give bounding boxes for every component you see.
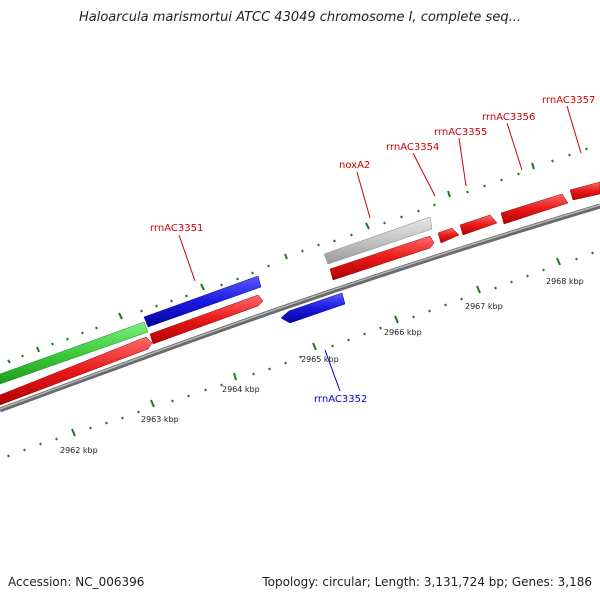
gene-label-rrnAC3356[interactable]: rrnAC3356 [482,112,535,123]
gene-label-noxA2[interactable]: noxA2 [339,160,370,171]
genome-summary-text: Topology: circular; Length: 3,131,724 bp… [262,575,592,589]
scale-label: 2964 kbp [222,385,260,394]
scale-label: 2968 kbp [546,277,584,286]
scale-labels: 2962 kbp 2963 kbp 2964 kbp 2965 kbp 2966… [60,277,584,455]
gene-label-rrnAC3351[interactable]: rrnAC3351 [150,223,203,234]
accession-text: Accession: NC_006396 [8,575,145,589]
scale-label: 2963 kbp [141,415,179,424]
inner-strand-features [0,235,435,406]
gene-rrnAC3351-arrow[interactable] [143,275,262,328]
gene-rna-arrow[interactable] [0,321,149,385]
gene-noxA2-arrow[interactable] [323,216,433,265]
gene-red-arrow-3[interactable] [329,235,435,281]
gene-label-rrnAC3355[interactable]: rrnAC3355 [434,127,487,138]
map-title: Haloarcula marismortui ATCC 43049 chromo… [79,10,521,25]
gene-rrnAC3354-arrow[interactable] [437,227,460,244]
scale-tick-track [7,251,594,458]
gene-red-arrow-2[interactable] [149,294,264,345]
chromosome-backbone [0,203,600,413]
outer-tick-track [7,147,588,364]
forward-strand-features [0,181,600,385]
gene-label-rrnAC3352[interactable]: rrnAC3352 [314,394,367,405]
scale-label: 2965 kbp [301,355,339,364]
gene-rrnAC3356-arrow[interactable] [500,193,569,225]
gene-red-arrow-1[interactable] [0,336,153,406]
gene-label-rrnAC3357[interactable]: rrnAC3357 [542,95,595,106]
gene-label-rrnAC3354[interactable]: rrnAC3354 [386,142,439,153]
label-leaders [178,105,582,392]
scale-label: 2966 kbp [384,328,422,337]
scale-label: 2962 kbp [60,446,98,455]
gene-rrnAC3355-arrow[interactable] [459,214,498,236]
scale-label: 2967 kbp [465,302,503,311]
gene-rrnAC3357-arrow[interactable] [569,181,600,201]
gene-labels: rrnAC3351 noxA2 rrnAC3354 rrnAC3355 rrnA… [150,95,595,405]
gene-rrnAC3352-arrow[interactable] [280,292,346,324]
